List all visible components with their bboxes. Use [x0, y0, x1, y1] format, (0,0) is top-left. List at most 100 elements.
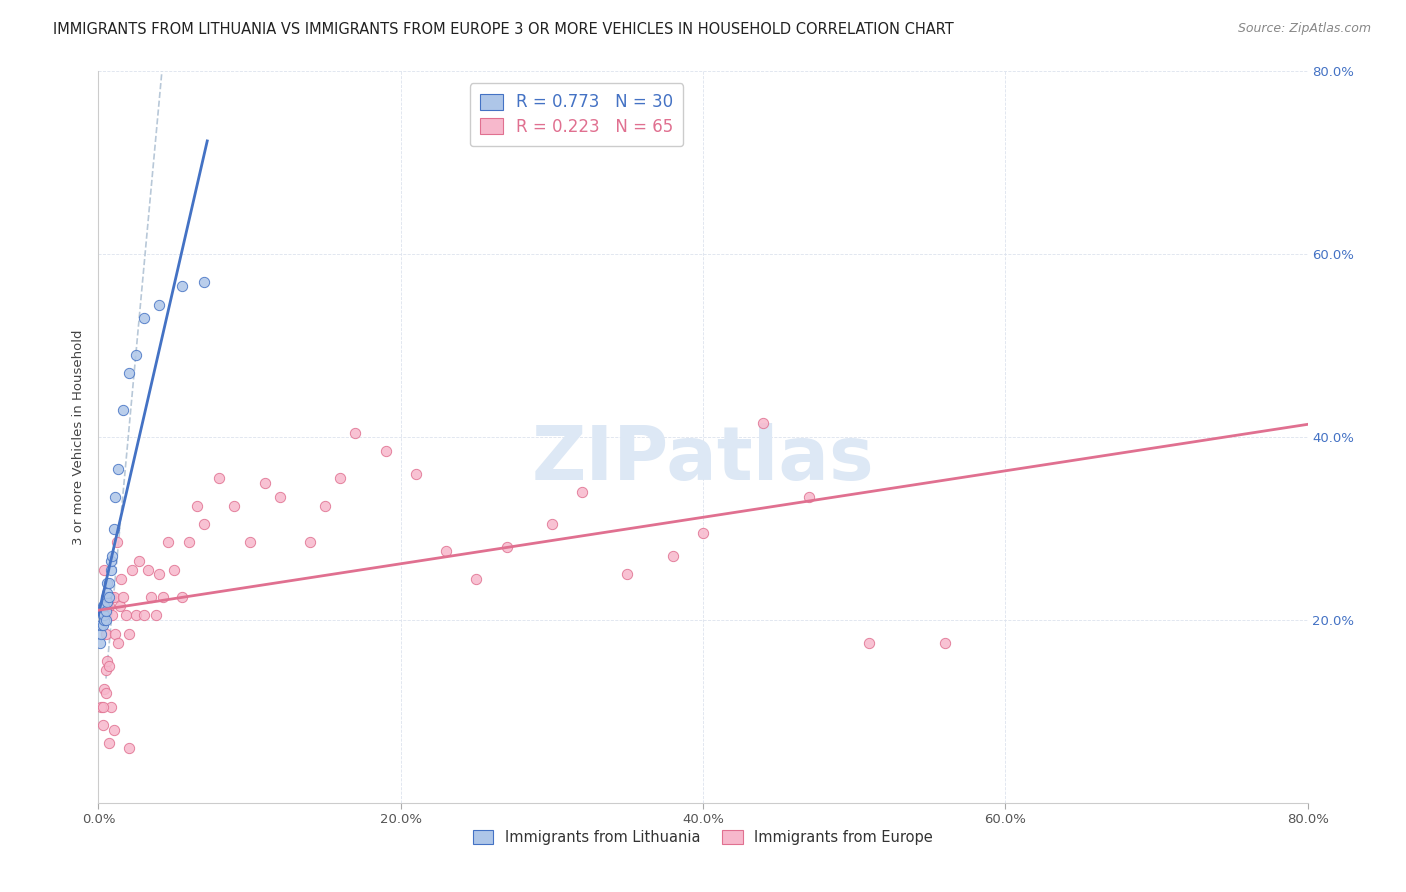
Point	[152, 590, 174, 604]
Point	[797, 490, 820, 504]
Point	[208, 471, 231, 485]
Point	[193, 275, 215, 289]
Point	[434, 544, 457, 558]
Point	[96, 585, 118, 599]
Point	[136, 563, 159, 577]
Point	[405, 467, 427, 481]
Point	[90, 617, 112, 632]
Point	[100, 553, 122, 567]
Point	[93, 599, 115, 614]
Point	[96, 599, 118, 614]
Point	[103, 723, 125, 737]
Text: Source: ZipAtlas.com: Source: ZipAtlas.com	[1237, 22, 1371, 36]
Point	[118, 740, 141, 755]
Legend: Immigrants from Lithuania, Immigrants from Europe: Immigrants from Lithuania, Immigrants fr…	[467, 823, 939, 850]
Point	[540, 516, 562, 531]
Point	[98, 658, 121, 673]
Point	[239, 535, 262, 549]
Point	[170, 279, 193, 293]
Point	[132, 311, 155, 326]
Point	[94, 686, 117, 700]
Point	[94, 626, 117, 640]
Point	[104, 490, 127, 504]
Point	[156, 535, 179, 549]
Point	[752, 417, 775, 431]
Point	[224, 499, 246, 513]
Point	[91, 699, 114, 714]
Point	[96, 654, 118, 668]
Point	[91, 608, 114, 623]
Point	[101, 549, 124, 563]
Point	[121, 563, 143, 577]
Point	[91, 617, 114, 632]
Point	[314, 499, 336, 513]
Point	[94, 613, 117, 627]
Point	[101, 608, 124, 623]
Point	[114, 608, 136, 623]
Y-axis label: 3 or more Vehicles in Household: 3 or more Vehicles in Household	[72, 329, 86, 545]
Point	[179, 535, 201, 549]
Point	[98, 599, 121, 614]
Point	[110, 572, 132, 586]
Point	[107, 462, 129, 476]
Point	[118, 626, 141, 640]
Point	[148, 297, 170, 311]
Point	[93, 608, 115, 623]
Point	[858, 636, 880, 650]
Point	[98, 736, 121, 750]
Point	[465, 572, 488, 586]
Point	[145, 608, 167, 623]
Text: IMMIGRANTS FROM LITHUANIA VS IMMIGRANTS FROM EUROPE 3 OR MORE VEHICLES IN HOUSEH: IMMIGRANTS FROM LITHUANIA VS IMMIGRANTS …	[53, 22, 955, 37]
Point	[90, 699, 112, 714]
Point	[90, 626, 112, 640]
Point	[118, 366, 141, 380]
Point	[93, 613, 115, 627]
Point	[125, 608, 148, 623]
Point	[344, 425, 367, 440]
Point	[91, 718, 114, 732]
Point	[94, 590, 117, 604]
Point	[105, 535, 128, 549]
Point	[495, 540, 517, 554]
Point	[89, 636, 111, 650]
Point	[934, 636, 956, 650]
Point	[108, 599, 131, 614]
Point	[571, 485, 593, 500]
Point	[170, 590, 193, 604]
Point	[103, 590, 125, 604]
Point	[96, 594, 118, 608]
Point	[132, 608, 155, 623]
Point	[661, 549, 683, 563]
Point	[107, 636, 129, 650]
Point	[253, 475, 276, 490]
Point	[374, 443, 396, 458]
Point	[299, 535, 322, 549]
Point	[186, 499, 208, 513]
Point	[96, 576, 118, 591]
Point	[193, 516, 215, 531]
Point	[100, 563, 122, 577]
Point	[128, 553, 150, 567]
Point	[91, 599, 114, 614]
Point	[616, 567, 638, 582]
Point	[98, 576, 121, 591]
Point	[94, 604, 117, 618]
Point	[93, 563, 115, 577]
Point	[125, 348, 148, 362]
Point	[692, 526, 714, 541]
Text: ZIPatlas: ZIPatlas	[531, 423, 875, 496]
Point	[93, 681, 115, 696]
Point	[163, 563, 186, 577]
Point	[111, 590, 134, 604]
Point	[148, 567, 170, 582]
Point	[111, 402, 134, 417]
Point	[141, 590, 163, 604]
Point	[104, 626, 127, 640]
Point	[329, 471, 352, 485]
Point	[94, 663, 117, 677]
Point	[100, 590, 122, 604]
Point	[98, 590, 121, 604]
Point	[103, 521, 125, 535]
Point	[269, 490, 291, 504]
Point	[100, 699, 122, 714]
